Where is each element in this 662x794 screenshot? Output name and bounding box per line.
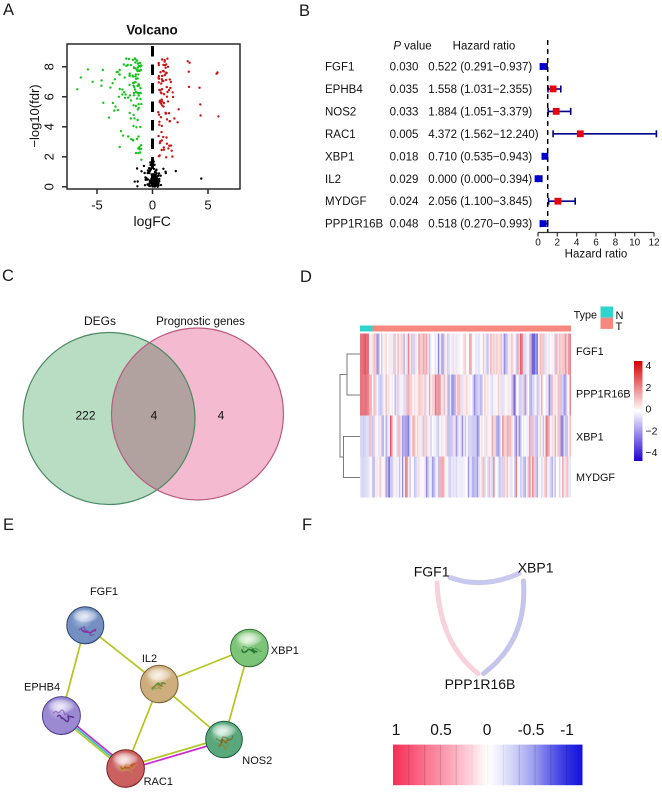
svg-text:P value: P value — [393, 41, 431, 53]
svg-text:NOS2: NOS2 — [325, 106, 356, 118]
svg-text:T: T — [616, 321, 623, 333]
svg-text:4: 4 — [151, 409, 158, 423]
svg-text:4: 4 — [218, 409, 225, 423]
svg-text:6: 6 — [593, 238, 599, 249]
svg-text:0.024: 0.024 — [390, 196, 419, 208]
svg-text:0.005: 0.005 — [390, 129, 419, 141]
svg-text:FGF1: FGF1 — [414, 564, 450, 580]
svg-text:EPHB4: EPHB4 — [325, 84, 363, 96]
svg-text:8: 8 — [613, 238, 619, 249]
svg-text:0.030: 0.030 — [390, 62, 419, 74]
svg-text:PPP1R16B: PPP1R16B — [576, 389, 631, 401]
svg-text:0.035: 0.035 — [390, 84, 419, 96]
svg-text:0.029: 0.029 — [390, 174, 419, 186]
svg-text:4: 4 — [42, 123, 57, 130]
svg-text:1.884 (1.051−3.379): 1.884 (1.051−3.379) — [428, 106, 532, 118]
svg-text:222: 222 — [75, 409, 95, 423]
svg-text:0.000 (0.000−0.394): 0.000 (0.000−0.394) — [428, 174, 532, 186]
svg-text:XBP1: XBP1 — [576, 432, 604, 444]
svg-text:5: 5 — [204, 198, 211, 213]
svg-text:10: 10 — [629, 238, 641, 249]
svg-text:0.518 (0.270−0.993): 0.518 (0.270−0.993) — [428, 219, 532, 231]
svg-text:RAC1: RAC1 — [325, 129, 356, 141]
svg-text:RAC1: RAC1 — [144, 776, 173, 788]
svg-text:0.048: 0.048 — [390, 219, 419, 231]
svg-text:MYDGF: MYDGF — [325, 196, 367, 208]
svg-text:DEGs: DEGs — [84, 314, 116, 328]
svg-text:0.018: 0.018 — [390, 151, 419, 163]
svg-text:2: 2 — [646, 382, 652, 394]
svg-text:Hazard ratio: Hazard ratio — [453, 41, 516, 53]
svg-text:MYDGF: MYDGF — [576, 472, 615, 484]
svg-text:XBP1: XBP1 — [271, 645, 299, 657]
svg-text:−4: −4 — [646, 447, 658, 459]
svg-text:Hazard ratio: Hazard ratio — [565, 249, 628, 261]
svg-text:Prognostic genes: Prognostic genes — [156, 316, 245, 328]
svg-text:logFC: logFC — [134, 213, 171, 229]
svg-text:4: 4 — [646, 360, 652, 372]
svg-text:0: 0 — [42, 183, 57, 190]
svg-text:Volcano: Volcano — [126, 23, 178, 38]
svg-text:2: 2 — [42, 153, 57, 160]
svg-text:0: 0 — [483, 722, 492, 739]
svg-text:12: 12 — [648, 238, 660, 249]
svg-text:-0.5: -0.5 — [518, 722, 545, 739]
svg-text:4.372 (1.562−12.240): 4.372 (1.562−12.240) — [428, 129, 538, 141]
svg-text:NOS2: NOS2 — [242, 755, 272, 767]
svg-text:FGF1: FGF1 — [325, 62, 354, 74]
svg-text:Type: Type — [574, 310, 597, 322]
svg-text:XBP1: XBP1 — [325, 151, 354, 163]
svg-text:0.5: 0.5 — [430, 722, 452, 739]
svg-text:PPP1R16B: PPP1R16B — [325, 219, 384, 231]
svg-text:2: 2 — [555, 238, 561, 249]
svg-text:IL2: IL2 — [325, 174, 341, 186]
svg-text:1: 1 — [392, 722, 401, 739]
svg-text:1.558 (1.031−2.355): 1.558 (1.031−2.355) — [428, 84, 532, 96]
svg-text:0.710 (0.535−0.943): 0.710 (0.535−0.943) — [428, 151, 532, 163]
svg-text:0: 0 — [149, 198, 156, 213]
svg-text:2.056 (1.100−3.845): 2.056 (1.100−3.845) — [428, 196, 532, 208]
svg-text:0.033: 0.033 — [390, 106, 419, 118]
svg-text:FGF1: FGF1 — [90, 586, 118, 598]
svg-text:8: 8 — [42, 63, 57, 70]
svg-text:N: N — [616, 310, 624, 322]
svg-text:0.522 (0.291−0.937): 0.522 (0.291−0.937) — [428, 62, 532, 74]
svg-text:-1: -1 — [560, 722, 574, 739]
svg-text:XBP1: XBP1 — [518, 560, 554, 576]
svg-text:−2: −2 — [646, 425, 658, 437]
svg-text:IL2: IL2 — [142, 653, 157, 665]
svg-text:PPP1R16B: PPP1R16B — [445, 676, 516, 692]
svg-text:0: 0 — [646, 404, 652, 416]
svg-text:6: 6 — [42, 93, 57, 100]
svg-text:4: 4 — [574, 238, 580, 249]
svg-text:EPHB4: EPHB4 — [24, 682, 60, 694]
svg-text:FGF1: FGF1 — [576, 346, 604, 358]
svg-text:−log10(fdr): −log10(fdr) — [27, 84, 42, 147]
svg-text:0: 0 — [535, 238, 541, 249]
svg-text:-5: -5 — [91, 198, 103, 213]
